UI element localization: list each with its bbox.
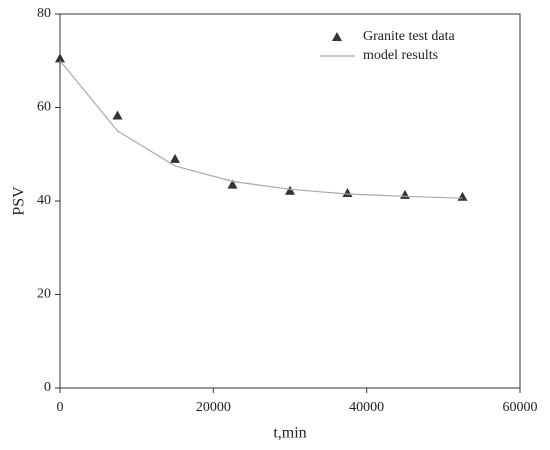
data-point: [55, 53, 65, 63]
data-point: [112, 110, 123, 120]
data-point: [457, 191, 468, 201]
data-point: [285, 185, 295, 195]
y-tick-label: 80: [37, 6, 51, 21]
y-tick-label: 60: [37, 100, 51, 115]
data-point: [342, 188, 353, 198]
y-tick-label: 40: [37, 193, 51, 208]
data-point: [227, 179, 238, 189]
y-tick-label: 0: [44, 380, 51, 395]
x-tick-label: 20000: [196, 400, 231, 415]
data-point: [400, 189, 410, 199]
y-tick-label: 20: [37, 287, 51, 302]
data-point: [170, 153, 180, 163]
legend-label: model results: [363, 48, 438, 63]
legend-label: Granite test data: [363, 29, 456, 44]
x-axis-title: t,min: [273, 425, 306, 442]
y-axis-title: PSV: [11, 186, 28, 216]
legend-swatch: [332, 32, 342, 41]
x-tick-label: 0: [57, 400, 64, 415]
model-line: [59, 60, 463, 199]
plot-frame: [59, 13, 521, 389]
x-tick-label: 60000: [503, 400, 538, 415]
x-tick-label: 40000: [349, 400, 384, 415]
